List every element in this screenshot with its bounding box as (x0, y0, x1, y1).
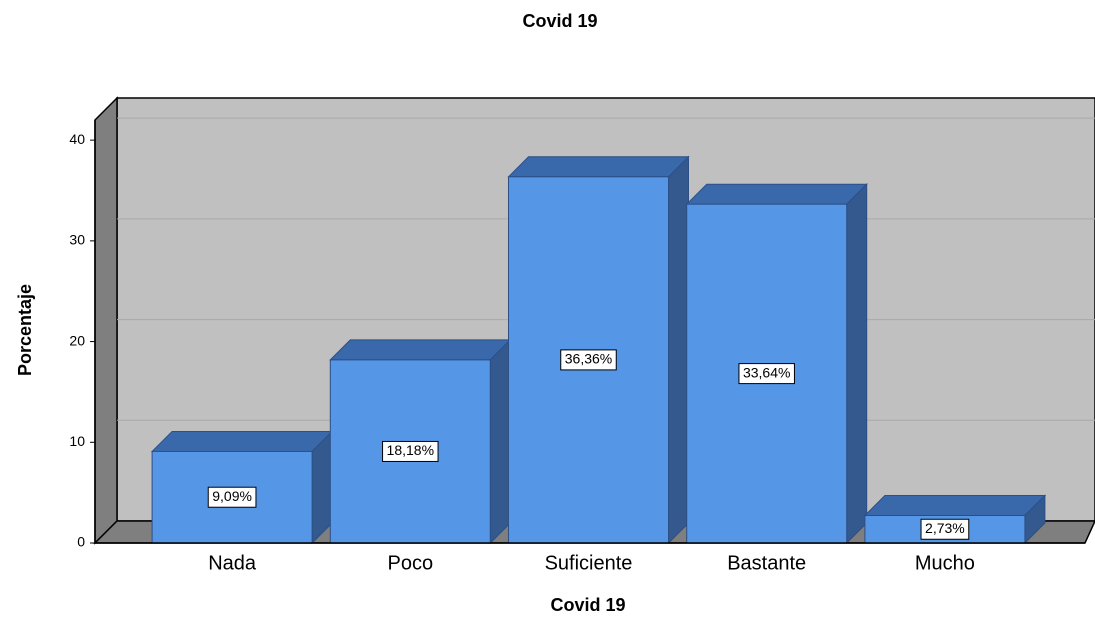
data-label-box (207, 486, 257, 508)
data-label-box (920, 518, 970, 540)
y-tick-label: 10 (69, 433, 85, 449)
x-tick-label: Nada (208, 552, 257, 574)
data-label: 9,09% (212, 488, 252, 504)
left-wall (94, 96, 118, 545)
x-tick-label: Poco (388, 552, 434, 574)
y-tick-label: 40 (69, 131, 85, 147)
bar-top (863, 495, 1047, 517)
bar-side (489, 338, 511, 545)
x-tick-label: Bastante (727, 552, 806, 574)
x-tick-label: Suficiente (545, 552, 633, 574)
data-label: 2,73% (925, 520, 965, 536)
bar-top (329, 339, 512, 361)
bar-side (311, 430, 333, 545)
data-label: 36,36% (565, 351, 612, 367)
data-label-box (738, 363, 795, 385)
data-label-box (560, 349, 617, 371)
data-label: 18,18% (387, 442, 434, 458)
bar-top (507, 156, 690, 178)
y-tick-label: 0 (77, 534, 85, 550)
data-label: 33,64% (743, 364, 790, 380)
y-tick-label: 20 (69, 332, 85, 348)
chart-title: Covid 19 (522, 11, 597, 31)
x-tick-label: Mucho (915, 552, 975, 574)
y-tick-label: 30 (69, 232, 85, 248)
bar-top (150, 430, 334, 452)
bar-side (668, 155, 689, 545)
y-axis-label: Porcentaje (15, 284, 35, 376)
x-axis-label: Covid 19 (550, 595, 625, 615)
data-label-box (382, 440, 439, 462)
bar-top (685, 183, 868, 205)
bar-side (846, 182, 868, 545)
